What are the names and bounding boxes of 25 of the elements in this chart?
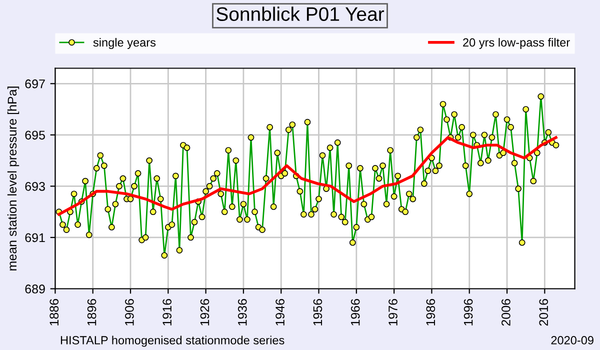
- x-tick-label: 1976: [388, 299, 398, 326]
- x-tick-label: 2016: [539, 299, 548, 326]
- x-tick-label: 1886: [50, 299, 59, 326]
- y-tick-label: 697: [25, 79, 45, 88]
- x-tick-label: 2006: [502, 299, 510, 326]
- x-tick-label: 1986: [426, 299, 436, 326]
- x-tick-label: 1946: [276, 299, 284, 326]
- y-axis-title: mean station level pressure [hPa]: [7, 86, 20, 270]
- x-tick-label: 1906: [125, 299, 134, 326]
- y-tick-label: 693: [25, 182, 45, 191]
- x-tick-label: 1996: [464, 299, 473, 326]
- y-tick-label: 691: [25, 233, 45, 242]
- y-tick-label: 695: [25, 130, 45, 140]
- text: HISTALP homogenised stationmode series: [60, 336, 284, 347]
- chart-title: Sonnblick P01 Year: [216, 6, 384, 21]
- legend-label: single years: [93, 38, 156, 49]
- y-tick-label: 689: [25, 284, 45, 294]
- text: 2020-09: [551, 336, 594, 344]
- x-tick-label: 1916: [162, 299, 172, 326]
- x-tick-label: 1966: [350, 299, 360, 326]
- x-tick-label: 1896: [87, 299, 96, 326]
- x-tick-label: 1956: [313, 299, 322, 326]
- x-tick-label: 1936: [238, 299, 247, 326]
- legend-label: 20 yrs low-pass filter: [463, 38, 570, 49]
- x-tick-label: 1926: [200, 299, 210, 326]
